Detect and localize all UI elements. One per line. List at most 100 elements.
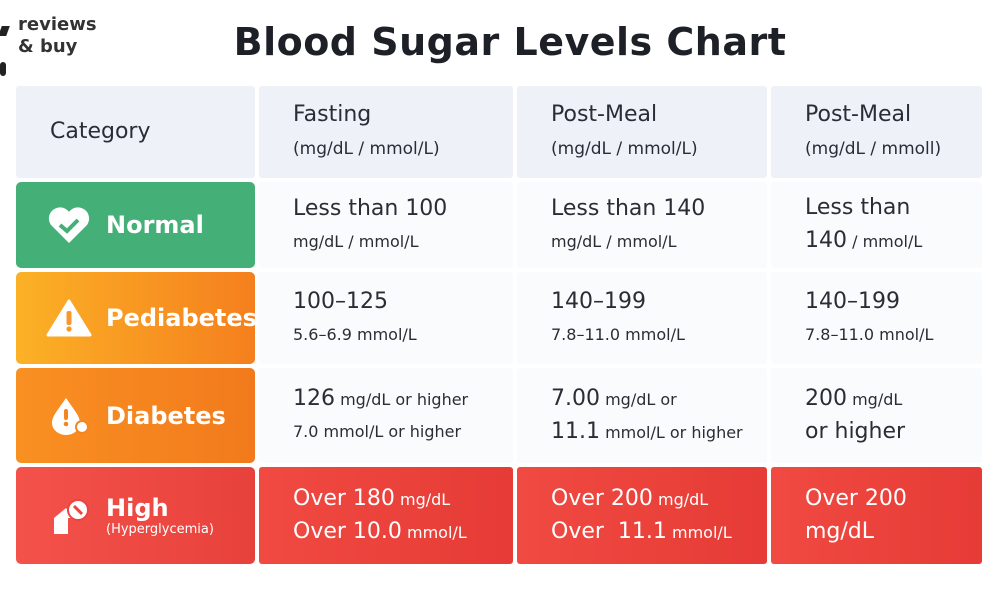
value-cell: Over 180 mg/dL Over 10.0 mmol/L [259,467,513,564]
value-line: Over 200 mg/dL [551,483,767,516]
value-line: or higher [805,416,982,449]
category-label: Normal [106,211,204,239]
value-text: 140–199 [805,288,900,314]
value-text: 5.6–6.9 mmol/L [293,324,417,344]
logo-line-1: reviews [18,14,97,35]
value-line: mg/dL / mmol/L [551,226,767,258]
value-cell: Less than 140 mg/dL / mmol/L [517,182,767,268]
value-line: 7.00 mg/dL or [551,383,767,416]
meter-icon [46,496,92,536]
value-text: 7.8–11.0 mnol/L [805,324,934,344]
category-label: High [106,494,169,522]
logo-line-2: & buy [18,36,78,57]
value-text: Less than [551,195,664,221]
value-text: / mmol/L [847,232,923,251]
value-text: Over 180 [293,485,395,511]
value-text: Over 200 [805,485,907,511]
header-title: Post-Meal [551,102,658,127]
category-pediabetes: Pediabetes [16,272,257,364]
logo-mark-icon [0,14,12,80]
value-text: 140 [663,195,706,221]
value-line: mg/dL [805,516,982,549]
value-text: mmol/L [401,522,467,542]
value-text: 11.1 [551,418,600,444]
value-line: 140 / mmol/L [805,225,982,258]
value-line: mg/dL / mmol/L [293,226,513,258]
category-normal: Normal [16,182,255,268]
value-text: 7.8–11.0 mmol/L [551,324,685,344]
header-unit: (mg/dL / mmol/L) [551,139,698,159]
category-sublabel: (Hyperglycemia) [106,522,214,537]
category-label: Diabetes [106,401,226,430]
value-line: Over 180 mg/dL [293,483,513,516]
value-line: 200 mg/dL [805,383,982,416]
value-line: 7.0 mmol/L or higher [293,416,513,448]
value-cell: 126 mg/dL or higher 7.0 mmol/L or higher [259,368,513,463]
value-text: mg/dL or [599,389,677,409]
value-cell: Over 200 mg/dL [771,467,982,564]
value-text: 140 [805,228,847,253]
value-text: mmol/L [666,522,732,542]
value-line: Less than [805,192,982,225]
value-text: 7.00 [551,385,600,411]
value-text: Over 10.0 [293,518,402,544]
value-cell: Over 200 mg/dL Over 11.1 mmol/L [517,467,767,564]
value-text: 7.0 mmol/L or higher [293,422,462,441]
value-cell: 100–125 5.6–6.9 mmol/L [259,272,513,364]
value-text: 100 [405,195,448,221]
value-text: 126 [293,386,335,411]
value-line: 7.8–11.0 mnol/L [805,319,982,351]
value-line: Less than 140 [551,193,767,226]
value-text: or higher [805,418,906,444]
value-text: Over 11.1 [551,518,667,544]
value-text: mg/dL or higher [335,390,469,409]
page-title: Blood Sugar Levels Chart [233,20,787,64]
value-text: Less than [805,195,911,220]
blood-sugar-table: Category Fasting (mg/dL / mmol/L) Post-Meal… [16,86,982,564]
value-text: mg/dL / mmol/L [293,231,419,251]
value-text: 140–199 [551,288,646,314]
value-line: Less than 100 [293,193,513,226]
category-label: Pediabetes [106,304,257,332]
value-line: 7.8–11.0 mmol/L [551,319,767,351]
value-cell: Less than 100 mg/dL / mmol/L [259,182,513,268]
header-title: Category [50,119,151,144]
value-text: mg/dL [805,518,875,544]
drop-alert-icon [46,396,92,436]
value-line: Over 200 [805,483,982,516]
header-title: Fasting [293,102,372,127]
value-text: mg/dL [847,389,903,409]
category-high: High (Hyperglycemia) [16,467,255,564]
header-unit: (mg/dL / mmol/L) [293,139,440,159]
value-text: 100–125 [293,288,388,314]
logo: reviews & buy [0,14,97,80]
value-line: 5.6–6.9 mmol/L [293,319,513,351]
value-line: Over 10.0 mmol/L [293,516,513,549]
value-cell: 7.00 mg/dL or 11.1 mmol/L or higher [517,368,767,463]
value-text: mmol/L or higher [599,422,743,442]
value-text: 200 [805,385,847,411]
header-cell: Fasting (mg/dL / mmol/L) [259,86,513,178]
value-text: mg/dL [652,489,709,509]
value-text: mg/dL [394,489,451,509]
value-cell: Less than 140 / mmol/L [771,182,982,268]
value-text: mg/dL / mmol/L [551,231,677,251]
header-title: Post-Meal [805,102,912,127]
warning-triangle-icon [46,298,92,338]
value-cell: 140–199 7.8–11.0 mnol/L [771,272,982,364]
value-line: 126 mg/dL or higher [293,383,513,416]
value-line: 11.1 mmol/L or higher [551,416,767,449]
category-diabetes: Diabetes [16,368,255,463]
value-text: Over 200 [551,485,653,511]
value-text: Less than [293,195,406,221]
header-cell: Category [16,86,255,178]
value-cell: 200 mg/dL or higher [771,368,982,463]
header-unit: (mg/dL / mmoll) [805,139,942,159]
value-line: Over 11.1 mmol/L [551,516,767,549]
heart-check-icon [46,205,92,245]
value-line: 140–199 [805,286,982,319]
value-line: 100–125 [293,286,513,319]
value-line: 140–199 [551,286,767,319]
header-cell: Post-Meal (mg/dL / mmoll) [771,86,982,178]
value-cell: 140–199 7.8–11.0 mmol/L [517,272,767,364]
